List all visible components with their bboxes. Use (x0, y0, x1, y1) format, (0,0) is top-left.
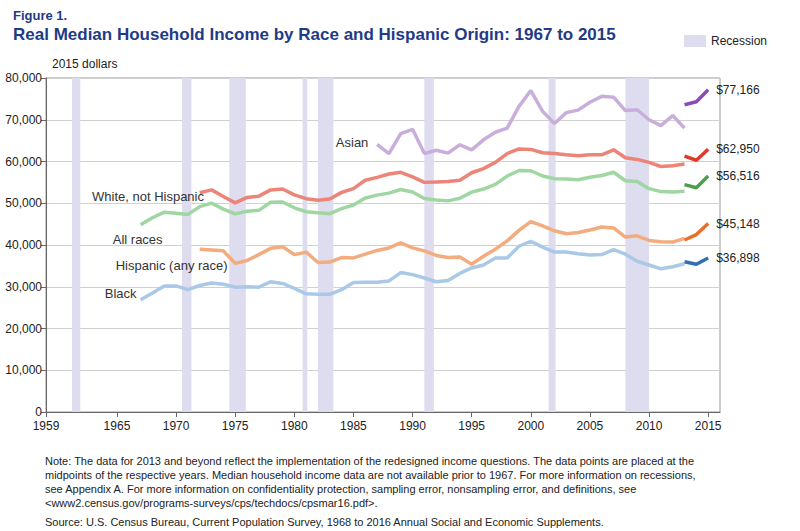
svg-text:1975: 1975 (222, 419, 249, 433)
svg-text:Asian: Asian (336, 135, 369, 150)
svg-text:Note: The data for 2013 and be: Note: The data for 2013 and beyond refle… (45, 455, 694, 467)
svg-text:1965: 1965 (104, 419, 131, 433)
svg-text:70,000: 70,000 (5, 113, 42, 127)
svg-text:2015: 2015 (695, 419, 722, 433)
svg-text:<www2.census.gov/programs-surv: <www2.census.gov/programs-surveys/cps/te… (45, 497, 378, 509)
svg-text:80,000: 80,000 (5, 71, 42, 85)
svg-text:2015 dollars: 2015 dollars (52, 57, 117, 71)
svg-text:60,000: 60,000 (5, 155, 42, 169)
svg-text:1959: 1959 (33, 419, 60, 433)
svg-text:1980: 1980 (281, 419, 308, 433)
svg-text:$56,516: $56,516 (716, 169, 760, 183)
svg-text:1990: 1990 (399, 419, 426, 433)
svg-text:1985: 1985 (340, 419, 367, 433)
svg-text:2000: 2000 (517, 419, 544, 433)
svg-text:Real Median Household Income b: Real Median Household Income by Race and… (13, 25, 616, 44)
svg-text:Figure 1.: Figure 1. (13, 8, 67, 23)
svg-text:see Appendix A. For more infor: see Appendix A. For more information on … (45, 483, 636, 495)
svg-text:1995: 1995 (458, 419, 485, 433)
svg-text:$62,950: $62,950 (716, 142, 760, 156)
svg-text:30,000: 30,000 (5, 280, 42, 294)
svg-text:All races: All races (113, 232, 163, 247)
svg-text:$45,148: $45,148 (716, 217, 760, 231)
svg-text:50,000: 50,000 (5, 196, 42, 210)
svg-text:$77,166: $77,166 (716, 83, 760, 97)
svg-text:40,000: 40,000 (5, 238, 42, 252)
svg-text:Hispanic (any race): Hispanic (any race) (116, 258, 228, 273)
svg-text:midpoints of the respective ye: midpoints of the respective years. Media… (45, 469, 696, 481)
svg-text:1970: 1970 (163, 419, 190, 433)
svg-text:Source: U.S. Census Bureau, Cu: Source: U.S. Census Bureau, Current Popu… (45, 516, 604, 528)
svg-text:20,000: 20,000 (5, 322, 42, 336)
svg-text:10,000: 10,000 (5, 363, 42, 377)
svg-text:2010: 2010 (636, 419, 663, 433)
svg-text:2005: 2005 (577, 419, 604, 433)
svg-text:0: 0 (35, 405, 42, 419)
svg-text:White, not Hispanic: White, not Hispanic (92, 189, 204, 204)
svg-text:$36,898: $36,898 (716, 251, 760, 265)
svg-text:Recession: Recession (711, 34, 767, 48)
svg-text:Black: Black (105, 286, 137, 301)
